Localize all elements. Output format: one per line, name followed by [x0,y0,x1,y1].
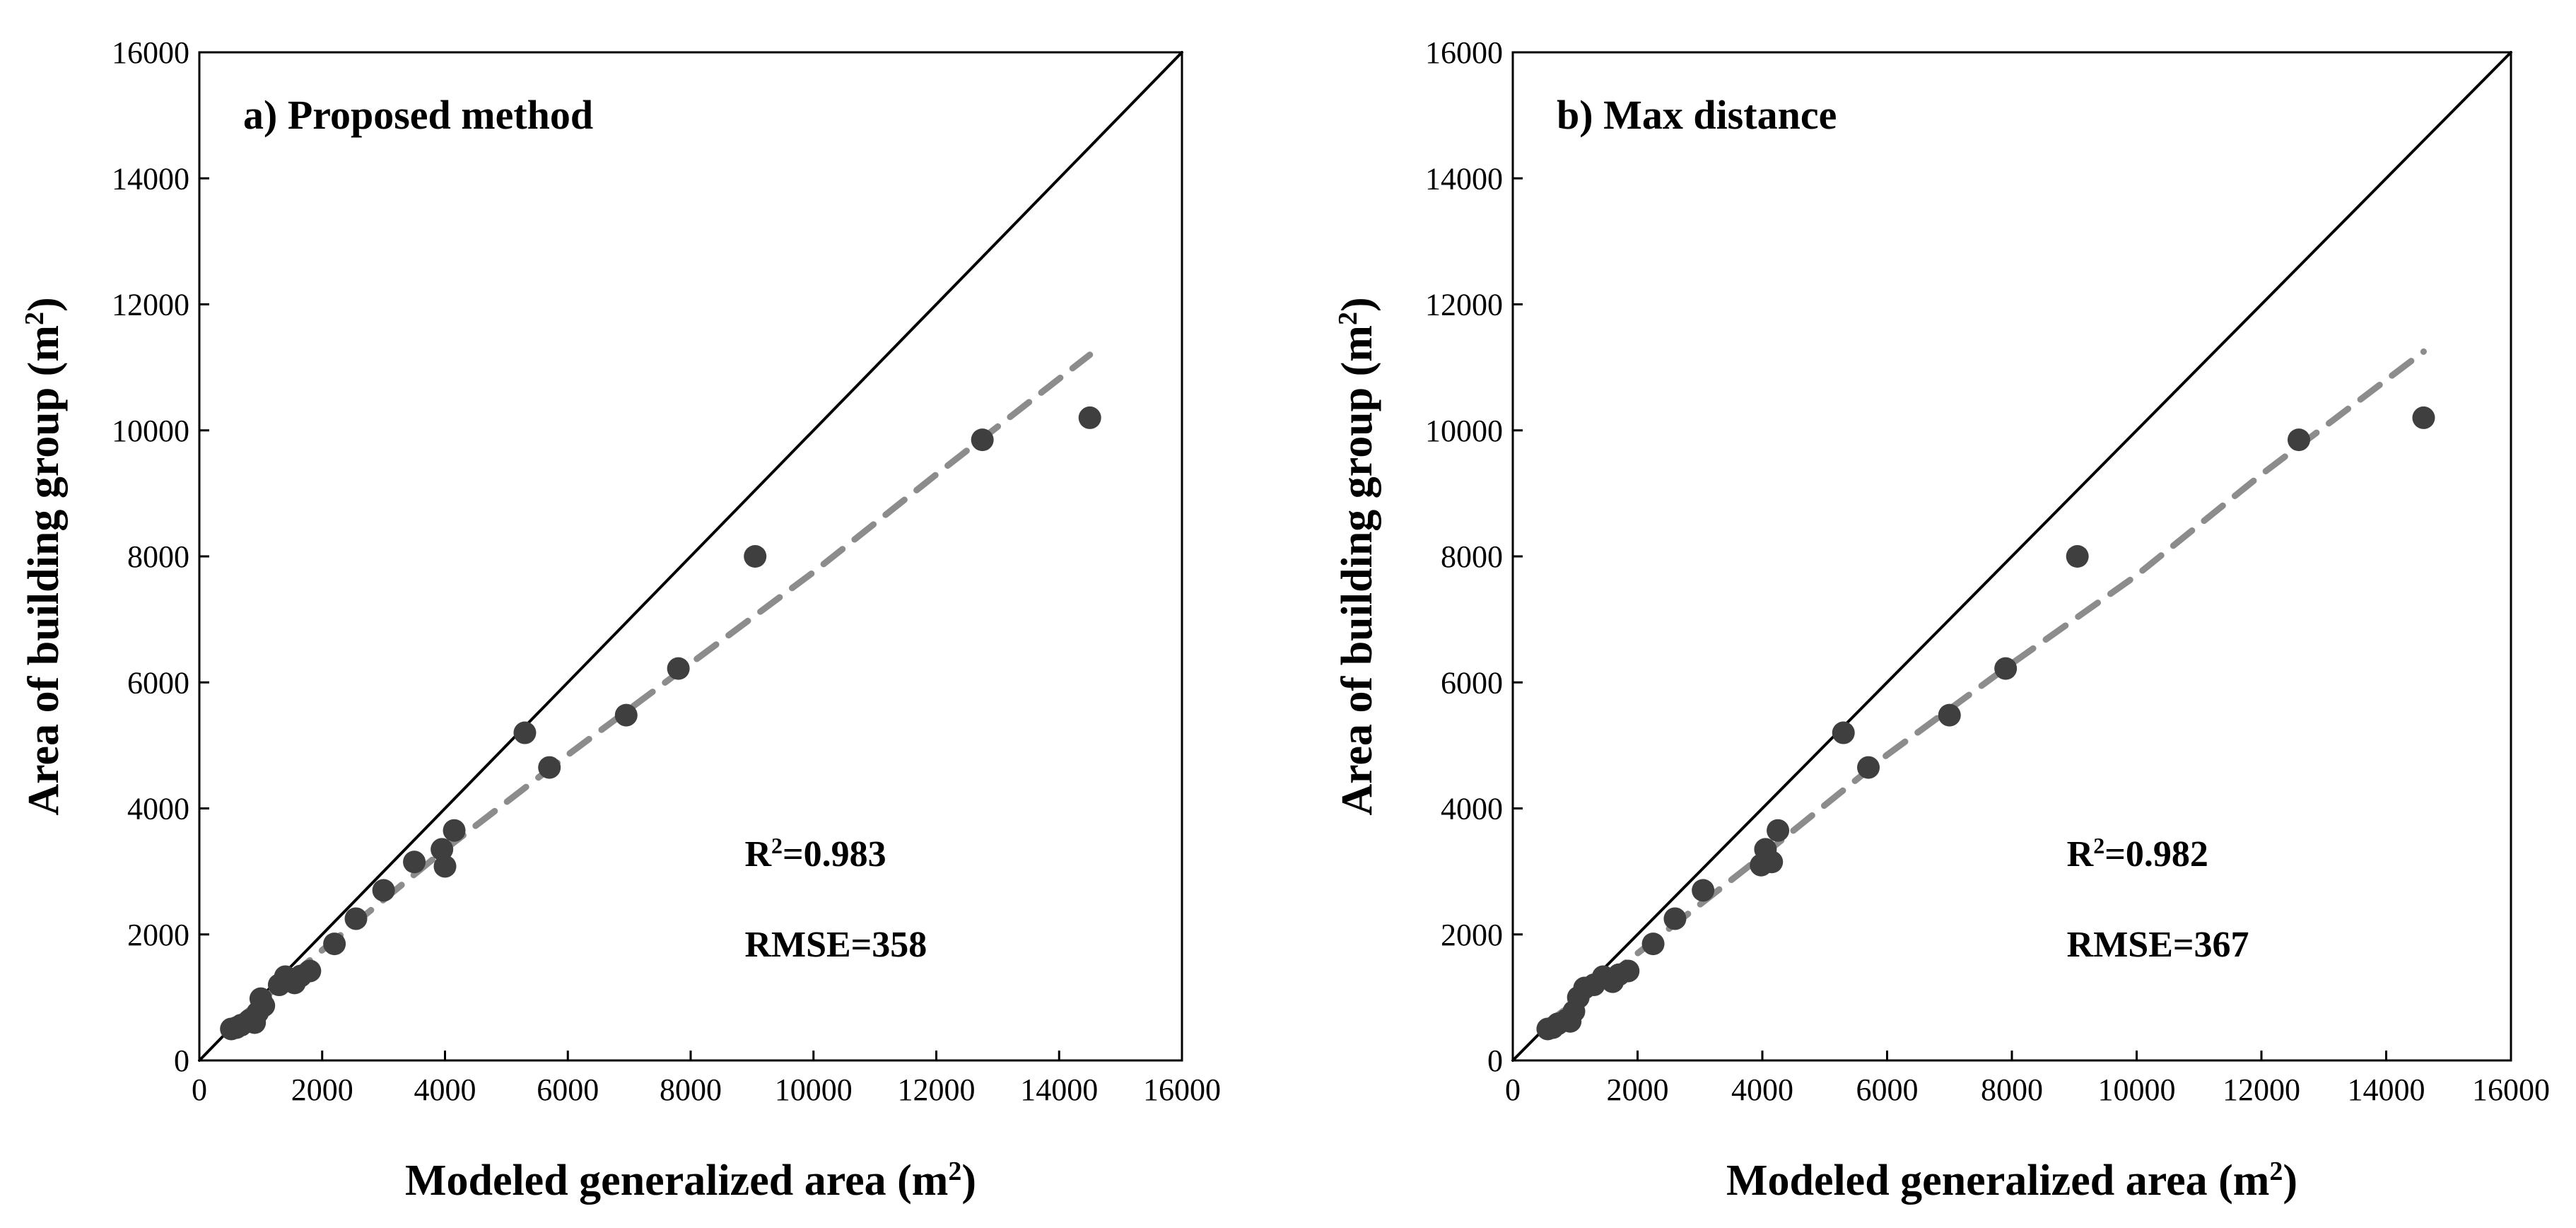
data-point [443,819,466,842]
y-tick-label: 2000 [1441,918,1503,952]
x-tick-label: 16000 [2472,1072,2550,1107]
x-tick-label: 8000 [660,1072,722,1107]
panel-title: a) Proposed method [243,92,593,138]
data-point [614,703,638,727]
data-point [323,932,346,956]
data-point [1767,819,1790,842]
data-point [744,545,767,568]
data-point [1938,703,1961,727]
y-tick-label: 4000 [127,792,189,826]
data-point [1078,406,1101,429]
x-tick-label: 6000 [537,1072,599,1107]
data-point [1857,756,1880,779]
y-axis-title: Area of building group (m2) [20,297,68,815]
data-point [1832,721,1855,744]
r-squared-label: R2=0.982 [2067,833,2208,875]
x-tick-label: 4000 [414,1072,476,1107]
y-tick-label: 12000 [1425,288,1503,322]
data-point [1994,657,2018,680]
rmse-label: RMSE=367 [2067,925,2249,965]
data-point [971,428,994,452]
data-point [372,879,395,902]
r-squared-label: R2=0.983 [744,833,886,875]
y-tick-label: 14000 [1425,161,1503,196]
data-point [298,959,322,983]
data-point [1692,879,1715,902]
rmse-label: RMSE=358 [744,925,927,965]
x-tick-label: 0 [1505,1072,1521,1107]
x-tick-label: 6000 [1856,1072,1919,1107]
y-tick-label: 0 [174,1043,189,1078]
panel-title: b) Max distance [1557,92,1837,138]
data-point [1663,907,1687,930]
x-tick-label: 14000 [1020,1072,1098,1107]
y-tick-label: 4000 [1441,792,1503,826]
fit-line [226,351,1094,1029]
data-point [433,855,457,878]
data-point [2066,545,2089,568]
x-tick-label: 12000 [2223,1072,2300,1107]
x-tick-label: 8000 [1981,1072,2043,1107]
x-tick-label: 10000 [2098,1072,2176,1107]
chart-panel-1: 0 2000 4000 6000 8000 10000 12000 14000 16000 0 20… [20,35,1221,1205]
x-tick-label: 16000 [1143,1072,1221,1107]
data-point [2287,428,2310,452]
x-tick-label: 10000 [775,1072,853,1107]
data-point [2412,406,2435,429]
data-point [1617,959,1640,983]
data-point [667,657,690,680]
y-tick-label: 6000 [1441,665,1503,700]
x-tick-label: 2000 [291,1072,353,1107]
y-tick-label: 14000 [112,161,189,196]
one-to-one-line [1511,51,2512,1062]
y-axis-title: Area of building group (m2) [1333,297,1381,815]
y-tick-label: 16000 [1425,35,1503,70]
chart-panel-2: 0 2000 4000 6000 8000 10000 12000 14000 16000 0 20… [1333,35,2550,1205]
y-tick-label: 8000 [1441,539,1503,574]
x-tick-label: 4000 [1731,1072,1793,1107]
y-tick-label: 10000 [1425,414,1503,448]
x-tick-label: 2000 [1607,1072,1669,1107]
y-tick-label: 0 [1487,1043,1503,1078]
x-axis-title: Modeled generalized area (m2) [1726,1157,2297,1205]
data-point [538,756,561,779]
x-tick-label: 0 [192,1072,207,1107]
data-point [344,907,368,930]
data-point [252,994,276,1017]
x-axis-title: Modeled generalized area (m2) [405,1157,976,1205]
x-tick-label: 14000 [2348,1072,2425,1107]
data-point [403,850,426,874]
one-to-one-line [198,51,1183,1062]
data-point [1641,932,1665,956]
data-point [513,721,537,744]
x-tick-label: 12000 [898,1072,976,1107]
y-tick-label: 2000 [127,918,189,952]
data-point [1760,850,1784,874]
y-tick-label: 12000 [112,288,189,322]
y-tick-label: 10000 [112,414,189,448]
data-point [431,838,454,861]
y-tick-label: 8000 [127,539,189,574]
y-tick-label: 16000 [112,35,189,70]
y-tick-label: 6000 [127,665,189,700]
